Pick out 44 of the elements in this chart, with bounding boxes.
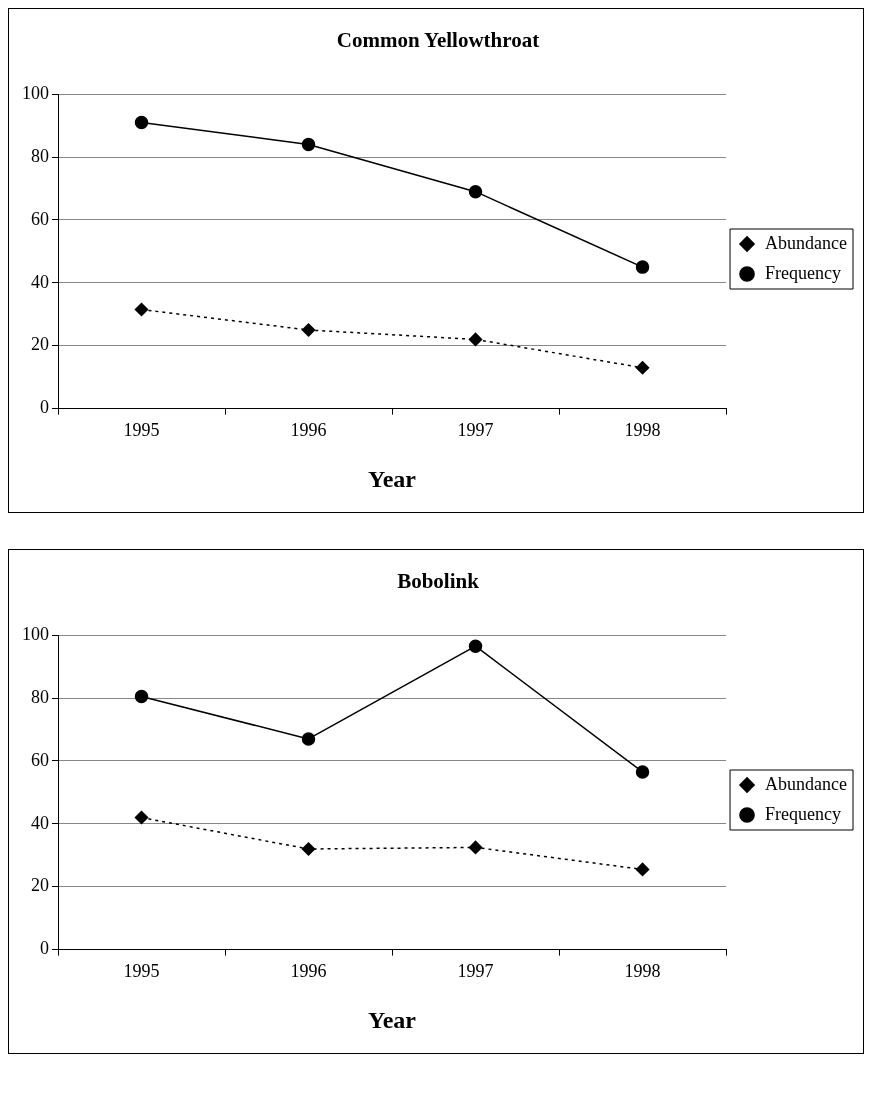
- x-tick-label: 1997: [457, 961, 494, 982]
- legend-label: Frequency: [765, 262, 842, 283]
- x-tick-label: 1995: [123, 420, 160, 441]
- y-tick-label: 0: [40, 938, 49, 959]
- x-tick-label: 1996: [290, 420, 327, 441]
- point: [301, 732, 316, 746]
- point: [301, 323, 316, 337]
- x-axis-title: Year: [368, 465, 417, 492]
- y-tick-label: 20: [31, 334, 49, 355]
- point: [635, 260, 650, 274]
- y-tick-label: 80: [31, 145, 49, 166]
- y-tick-label: 40: [31, 812, 49, 833]
- x-tick-label: 1996: [290, 961, 327, 982]
- y-tick-label: 100: [22, 82, 49, 103]
- x-tick-label: 1998: [624, 961, 661, 982]
- point: [468, 840, 483, 855]
- point: [134, 115, 149, 130]
- point: [301, 137, 316, 152]
- chart-title: Common Yellowthroat: [336, 28, 540, 53]
- point: [134, 810, 149, 825]
- point: [635, 360, 650, 375]
- legend-label: Abundance: [765, 773, 848, 794]
- chart-title: Bobolink: [397, 569, 480, 594]
- legend-label: Frequency: [765, 803, 842, 824]
- y-tick-label: 100: [22, 623, 49, 644]
- y-tick-label: 60: [31, 208, 49, 229]
- point: [635, 765, 650, 779]
- y-tick-label: 80: [31, 686, 49, 707]
- y-tick-label: 40: [31, 271, 49, 292]
- point: [134, 302, 149, 317]
- point: [468, 332, 483, 347]
- x-tick-label: 1997: [457, 420, 494, 441]
- point: [301, 842, 316, 856]
- legend-label: Abundance: [765, 232, 848, 253]
- point: [468, 639, 483, 653]
- x-tick-label: 1998: [624, 420, 661, 441]
- point: [635, 862, 650, 877]
- x-axis-title: Year: [368, 1006, 417, 1033]
- point: [134, 689, 149, 704]
- y-tick-label: 0: [40, 397, 49, 418]
- y-tick-label: 20: [31, 875, 49, 896]
- y-tick-label: 60: [31, 749, 49, 770]
- x-tick-label: 1995: [123, 961, 160, 982]
- point: [468, 184, 483, 199]
